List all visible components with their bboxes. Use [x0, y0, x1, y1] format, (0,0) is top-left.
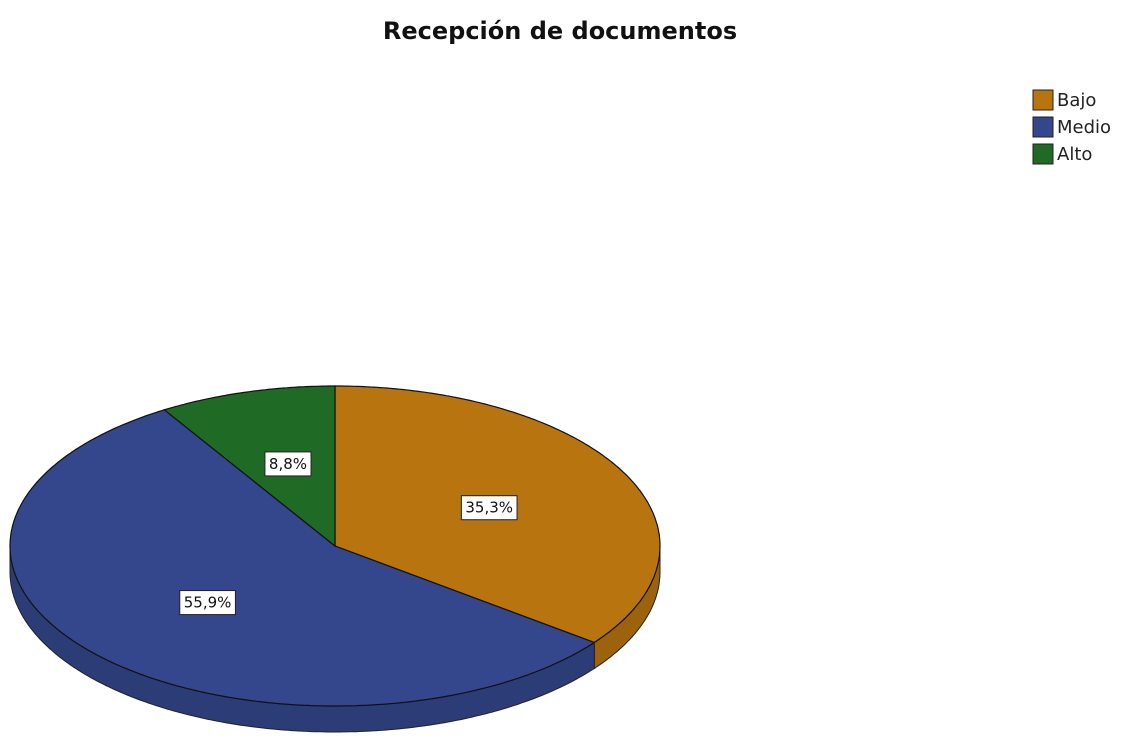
value-label: 8,8%	[264, 451, 312, 477]
legend-label: Medio	[1057, 117, 1111, 138]
legend-swatch	[1032, 89, 1054, 111]
value-label-box	[460, 495, 518, 521]
value-label-text: 35,3%	[465, 499, 513, 517]
value-label-box	[179, 590, 236, 616]
value-label: 35,3%	[460, 495, 518, 521]
value-label-text: 8,8%	[269, 455, 307, 473]
legend-swatch	[1032, 116, 1054, 138]
legend-swatch	[1032, 143, 1054, 165]
value-label-text: 55,9%	[184, 594, 232, 612]
value-label: 55,9%	[179, 590, 236, 616]
slice	[9, 409, 596, 707]
chart-title: Recepción de documentos	[383, 17, 737, 45]
legend-label: Alto	[1057, 144, 1092, 165]
legend-label: Bajo	[1057, 90, 1096, 111]
value-label-box	[264, 451, 312, 477]
slice	[163, 385, 336, 548]
